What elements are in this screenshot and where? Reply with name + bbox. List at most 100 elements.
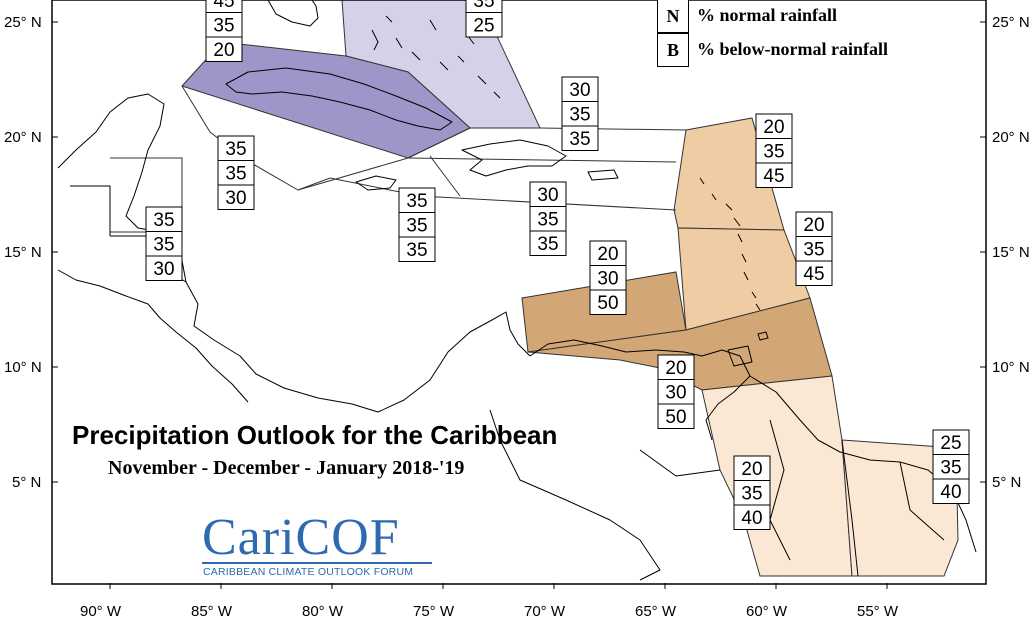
forecast-value: 20 (665, 358, 686, 379)
forecast-box-cuba: 45 35 20 (205, 0, 243, 62)
forecast-box-jamaica-central: 35 35 35 (398, 187, 436, 262)
forecast-value: 30 (537, 185, 558, 206)
forecast-value: 30 (665, 383, 686, 404)
logo-divider (202, 562, 432, 564)
forecast-value: 35 (406, 240, 427, 261)
forecast-value: 35 (537, 210, 558, 231)
forecast-value: 35 (213, 16, 234, 37)
lon-labels: 90° W 85° W 80° W 75° W 70° W 65° W 60° … (80, 603, 899, 620)
lat-label: 20° N (4, 129, 42, 146)
forecast-value: 20 (213, 40, 234, 61)
logo-prefix: Cari (202, 509, 296, 566)
forecast-cell (755, 138, 793, 164)
lat-label: 5° N (12, 474, 41, 491)
forecast-value-boxes: 4535203525303535353530353530353535303535… (145, 0, 970, 530)
map-subtitle: November - December - January 2018-'19 (108, 457, 465, 479)
coast-florida (267, 0, 319, 27)
forecast-value: 30 (153, 259, 174, 280)
forecast-value: 35 (940, 458, 961, 479)
forecast-cell (561, 125, 599, 151)
forecast-value: 35 (153, 210, 174, 231)
lon-label: 80° W (302, 603, 344, 620)
forecast-value: 35 (225, 164, 246, 185)
forecast-value: 25 (940, 433, 961, 454)
lat-label: 10° N (4, 359, 42, 376)
forecast-cell (733, 455, 771, 481)
coast-jamaica (355, 175, 397, 191)
coast-lesser-antilles (699, 177, 761, 311)
zone-guyana (701, 375, 853, 577)
lon-label: 55° W (857, 603, 899, 620)
forecast-value: 35 (225, 139, 246, 160)
forecast-value: 45 (213, 0, 234, 12)
forecast-cell (795, 236, 833, 262)
coast-tobago (757, 331, 769, 341)
forecast-value: 20 (597, 244, 618, 265)
forecast-value: 30 (569, 80, 590, 101)
lat-labels-right: 25° N 20° N 15° N 10° N 5° N (992, 14, 1030, 491)
forecast-cell (145, 255, 183, 281)
lat-label: 5° N (992, 474, 1021, 491)
forecast-cell (932, 478, 970, 504)
forecast-value: 50 (665, 407, 686, 428)
logo-suffix: COF (295, 509, 400, 566)
forecast-cell (561, 101, 599, 127)
lon-label: 60° W (746, 603, 788, 620)
forecast-value: 35 (569, 105, 590, 126)
lon-label: 65° W (635, 603, 677, 620)
forecast-cell (217, 184, 255, 210)
legend-row-below: B % below-normal rainfall (657, 33, 977, 67)
coast-cuba (225, 67, 453, 131)
forecast-value: 35 (406, 216, 427, 237)
forecast-value: 35 (406, 191, 427, 212)
coast-venezuela (529, 339, 751, 441)
forecast-box-guyana: 20 35 40 (733, 455, 771, 530)
forecast-value: 40 (940, 482, 961, 503)
forecast-value: 20 (803, 215, 824, 236)
forecast-cell (398, 236, 436, 262)
forecast-value: 35 (473, 0, 494, 12)
forecast-value: 45 (803, 264, 824, 285)
coast-puerto-rico (587, 169, 619, 181)
forecast-cell (657, 403, 695, 429)
legend-key-below: B (657, 33, 689, 67)
forecast-cell (398, 187, 436, 213)
forecast-cell (589, 240, 627, 266)
caricof-logo: CariCOF CARIBBEAN CLIMATE OUTLOOK FORUM (202, 512, 434, 580)
map-frame (51, 0, 987, 585)
lat-labels-left: 25° N 20° N 15° N 10° N 5° N (4, 14, 42, 491)
forecast-box-abc-islands: 20 30 50 (589, 240, 627, 315)
logo-wordmark: CariCOF (202, 512, 400, 564)
forecast-cell (733, 504, 771, 530)
legend-row-normal: N % normal rainfall (657, 0, 977, 33)
forecast-value: 30 (597, 269, 618, 290)
coast-colombia-pacific (489, 409, 661, 581)
forecast-value: 35 (803, 240, 824, 261)
logo-tagline: CARIBBEAN CLIMATE OUTLOOK FORUM (203, 566, 414, 578)
lat-label: 15° N (992, 244, 1030, 261)
forecast-box-hispaniola-south: 30 35 35 (529, 181, 567, 256)
forecast-value: 35 (741, 484, 762, 505)
legend-label-normal: % normal rainfall (697, 5, 837, 25)
forecast-cell (529, 206, 567, 232)
lon-label: 90° W (80, 603, 122, 620)
forecast-value: 40 (741, 508, 762, 529)
forecast-value: 35 (153, 235, 174, 256)
forecast-value: 35 (537, 234, 558, 255)
forecast-value: 35 (763, 142, 784, 163)
forecast-cell (795, 260, 833, 286)
lon-label: 70° W (524, 603, 566, 620)
coast-hispaniola (461, 139, 567, 177)
forecast-box-western-caribbean: 35 35 30 (217, 135, 255, 210)
lat-label: 10° N (992, 359, 1030, 376)
forecast-cell (529, 230, 567, 256)
legend-label-below: % below-normal rainfall (697, 39, 888, 59)
forecast-cell (217, 160, 255, 186)
forecast-box-turks-caicos: 30 35 35 (561, 76, 599, 151)
forecast-cell (205, 36, 243, 62)
forecast-box-suriname-french-guiana: 25 35 40 (932, 429, 970, 504)
forecast-value: 20 (763, 117, 784, 138)
forecast-value: 35 (569, 129, 590, 150)
